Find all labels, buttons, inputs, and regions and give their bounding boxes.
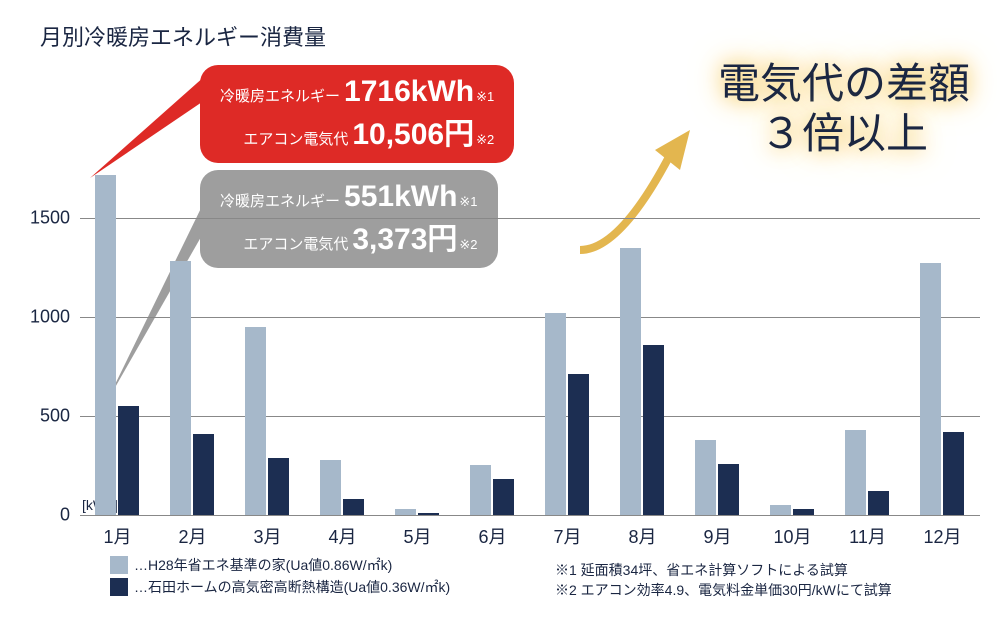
bar [193, 434, 214, 515]
notes: ※1 延面積34坪、省エネ計算ソフトによる試算 ※2 エアコン効率4.9、電気料… [555, 560, 892, 600]
x-tick-label: 12月 [920, 523, 966, 549]
x-tick-label: 5月 [395, 523, 441, 549]
red-energy-label: 冷暖房エネルギー [220, 85, 340, 106]
legend-label-1: H28年省エネ基準の家(Ua値0.86W/㎡k) [148, 555, 392, 575]
red-cost-value: 10,506円 [352, 109, 474, 153]
bar [770, 505, 791, 515]
x-tick-label: 7月 [545, 523, 591, 549]
bar [493, 479, 514, 515]
headline-line2: ３倍以上 [718, 110, 970, 160]
x-tick-label: 10月 [770, 523, 816, 549]
bar [695, 440, 716, 515]
legend-prefix-1: … [134, 557, 148, 573]
headline: 電気代の差額 ３倍以上 [718, 60, 970, 161]
legend: … H28年省エネ基準の家(Ua値0.86W/㎡k) … 石田ホームの高気密高断… [110, 555, 450, 599]
bar [718, 464, 739, 516]
x-tick-label: 3月 [245, 523, 291, 549]
legend-prefix-2: … [134, 579, 148, 595]
gridline [80, 515, 980, 516]
y-tick-label: 1500 [10, 207, 70, 228]
bar [95, 175, 116, 515]
note-2: ※2 エアコン効率4.9、電気料金単価30円/kWにて試算 [555, 580, 892, 600]
headline-line1: 電気代の差額 [718, 60, 970, 110]
bar [395, 509, 416, 515]
x-tick-label: 9月 [695, 523, 741, 549]
bar [620, 248, 641, 515]
bar [643, 345, 664, 515]
x-tick-label: 2月 [170, 523, 216, 549]
red-energy-value: 1716kWh [344, 75, 474, 109]
legend-item-2: … 石田ホームの高気密高断熱構造(Ua値0.36W/㎡k) [110, 577, 450, 597]
bar [343, 499, 364, 515]
legend-swatch-1 [110, 556, 128, 574]
bar [470, 465, 491, 515]
bar [170, 261, 191, 515]
callout-red: 冷暖房エネルギー 1716kWh ※1 エアコン電気代 10,506円 ※2 [200, 65, 514, 163]
bar [845, 430, 866, 515]
bar [118, 406, 139, 515]
chart-area: 050010001500[kWh] 1月2月3月4月5月6月7月8月9月10月1… [80, 175, 980, 515]
y-tick-label: 500 [10, 405, 70, 426]
bar [245, 327, 266, 515]
bar [920, 263, 941, 515]
legend-item-1: … H28年省エネ基準の家(Ua値0.86W/㎡k) [110, 555, 450, 575]
bar [568, 374, 589, 515]
x-tick-label: 11月 [845, 523, 891, 549]
y-tick-label: 1000 [10, 306, 70, 327]
bar [320, 460, 341, 515]
bar [943, 432, 964, 515]
red-cost-sup: ※2 [476, 132, 494, 148]
legend-swatch-2 [110, 578, 128, 596]
x-tick-label: 6月 [470, 523, 516, 549]
x-tick-label: 8月 [620, 523, 666, 549]
bar [545, 313, 566, 515]
bar [868, 491, 889, 515]
chart-title: 月別冷暖房エネルギー消費量 [40, 20, 326, 52]
red-cost-label: エアコン電気代 [243, 128, 348, 149]
bar [793, 509, 814, 515]
legend-label-2: 石田ホームの高気密高断熱構造(Ua値0.36W/㎡k) [148, 577, 450, 597]
bar [268, 458, 289, 515]
x-tick-label: 4月 [320, 523, 366, 549]
bar [418, 513, 439, 515]
note-1: ※1 延面積34坪、省エネ計算ソフトによる試算 [555, 560, 892, 580]
y-tick-label: 0 [10, 505, 70, 526]
callout-red-pointer [90, 70, 210, 190]
x-tick-label: 1月 [95, 523, 141, 549]
red-energy-sup: ※1 [476, 89, 494, 105]
